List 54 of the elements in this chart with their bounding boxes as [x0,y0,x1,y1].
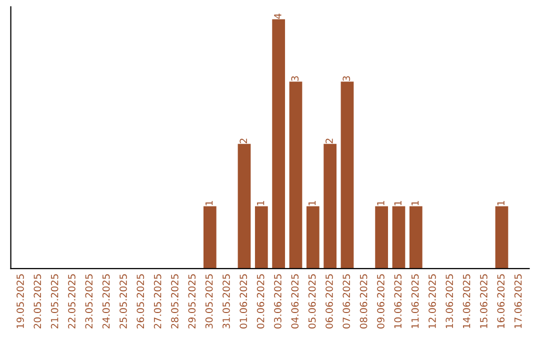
bar [495,206,508,269]
x-tick-label: 28.05.2025 [171,274,178,328]
bar [272,19,286,269]
x-tick-label: 19.05.2025 [16,274,24,328]
x-tick-label: 21.05.2025 [50,274,58,328]
x-tick-label: 12.06.2025 [428,274,436,328]
x-tick-label: 31.05.2025 [222,274,230,328]
x-tick-label: 20.05.2025 [34,274,42,328]
bar [375,206,388,269]
x-tick-label: 05.06.2025 [308,274,316,328]
data-label: 1 [497,200,504,206]
data-label: 1 [412,200,419,206]
bar [392,206,406,269]
data-label: 1 [377,200,384,206]
x-tick-label: 25.05.2025 [120,274,127,328]
x-tick-label: 23.05.2025 [85,274,93,328]
x-tick-label: 22.05.2025 [68,274,76,328]
x-tick-label: 01.06.2025 [240,274,248,328]
x-tick-label: 29.05.2025 [188,274,196,328]
data-label: 1 [206,200,213,206]
data-label: 1 [394,200,402,206]
x-tick-label: 04.06.2025 [291,274,299,328]
x-tick-label: 09.06.2025 [377,274,384,328]
x-tick-label: 06.06.2025 [326,274,333,328]
x-tick-label: 26.05.2025 [136,274,144,328]
x-tick-label: 03.06.2025 [274,274,282,328]
x-tick-label: 02.06.2025 [256,274,264,328]
data-label: 1 [308,200,316,206]
x-tick-label: 07.06.2025 [342,274,350,328]
data-label: 3 [291,76,299,81]
x-tick-label: 14.06.2025 [462,274,470,328]
bar [203,206,216,269]
bar [254,206,268,269]
data-label: 4 [274,14,282,19]
bar [289,82,302,269]
x-tick-label: 17.06.2025 [514,274,522,328]
bar [409,206,422,269]
data-label: 2 [326,138,333,144]
x-tick-label: 24.05.2025 [102,274,110,328]
bar [340,82,354,269]
x-tick-label: 13.06.2025 [446,274,454,328]
bar [324,144,337,269]
x-tick-label: 27.05.2025 [154,274,162,328]
x-tick-label: 10.06.2025 [394,274,402,328]
bar [306,206,320,269]
x-tick-label: 15.06.2025 [480,274,488,328]
x-tick-label: 11.06.2025 [411,274,419,328]
data-label: 1 [257,200,264,206]
bar [238,144,251,269]
data-label: 2 [240,138,247,144]
x-tick-label: 08.06.2025 [360,274,368,328]
x-tick-label: 16.06.2025 [497,274,505,328]
data-label: 3 [342,76,350,81]
x-tick-label: 30.05.2025 [205,274,213,328]
